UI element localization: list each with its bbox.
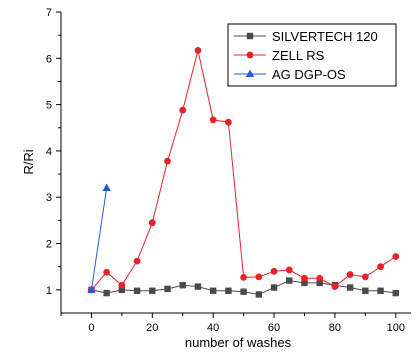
data-point — [118, 286, 126, 294]
data-point — [133, 257, 141, 265]
data-point — [102, 183, 111, 191]
legend: SILVERTECH 120 ZELL RS AG DGP-OS — [227, 23, 397, 87]
x-tick-label: 20 — [146, 322, 158, 334]
data-point — [164, 285, 171, 293]
data-point — [103, 289, 110, 297]
data-point — [103, 268, 111, 276]
legend-label: SILVERTECH 120 — [272, 29, 378, 44]
y-tick-label: 4 — [46, 146, 52, 158]
data-point — [118, 281, 126, 289]
x-tick-label: 60 — [268, 322, 280, 334]
data-point — [240, 288, 247, 295]
legend-label: ZELL RS — [272, 48, 325, 63]
data-point — [194, 47, 202, 54]
data-point — [240, 273, 248, 281]
data-point — [316, 274, 324, 282]
series-line — [90, 187, 108, 290]
x-tick-label: 0 — [88, 322, 94, 334]
y-tick-label: 5 — [46, 100, 52, 112]
y-tick-label: 7 — [46, 7, 52, 19]
data-point — [377, 263, 384, 271]
x-tick-label: 40 — [207, 322, 219, 334]
data-point — [270, 284, 278, 291]
data-point — [164, 157, 171, 165]
y-axis-label: R/Ri — [21, 149, 36, 174]
data-point — [87, 285, 96, 293]
data-point — [179, 106, 187, 114]
series-1 — [88, 47, 400, 294]
data-point — [346, 271, 354, 278]
y-tick-label: 1 — [46, 285, 52, 297]
axes: 1 2 3 4 5 6 7 0 20 40 60 80 100 — [46, 7, 411, 334]
data-point — [301, 274, 308, 282]
data-point — [209, 287, 217, 294]
data-point — [392, 253, 400, 260]
x-tick-label: 100 — [387, 322, 405, 334]
data-point — [133, 287, 141, 294]
data-point — [316, 279, 323, 287]
legend-label: AG DGP-OS — [272, 67, 346, 82]
data-point — [361, 273, 369, 281]
data-point — [331, 283, 339, 291]
x-tick-label: 80 — [329, 322, 341, 334]
data-point — [301, 279, 308, 287]
data-point — [285, 266, 293, 274]
data-point — [194, 283, 202, 290]
data-point — [270, 267, 278, 275]
data-point — [346, 284, 354, 291]
data-point — [225, 287, 232, 294]
x-axis-label: number of washes — [185, 335, 292, 350]
y-tick-label: 6 — [46, 53, 52, 65]
series-layer — [87, 47, 400, 298]
data-point — [362, 287, 369, 294]
data-point — [255, 273, 263, 281]
data-point — [209, 116, 217, 124]
legend-marker — [246, 32, 254, 40]
legend-marker — [246, 51, 254, 59]
legend-marker — [245, 69, 255, 77]
data-point — [179, 282, 186, 289]
data-point — [255, 291, 263, 298]
data-point — [148, 219, 156, 227]
data-point — [149, 287, 156, 294]
data-point — [286, 277, 293, 284]
series-2 — [87, 183, 111, 293]
data-point — [224, 118, 232, 126]
y-tick-label: 3 — [46, 192, 52, 204]
y-tick-label: 2 — [46, 239, 52, 251]
data-point — [392, 289, 399, 297]
data-point — [377, 287, 384, 294]
